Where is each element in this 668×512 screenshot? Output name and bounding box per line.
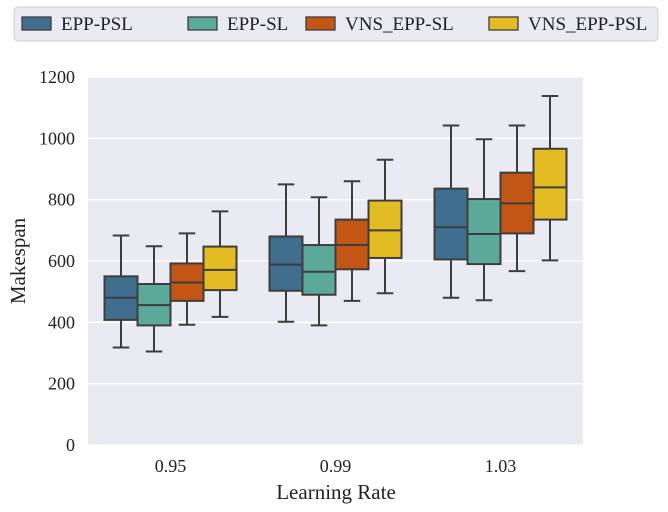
x-tick-label: 1.03 [485,456,517,476]
y-tick-labels: 0 200 400 600 800 1000 1200 [39,67,75,455]
boxes [103,95,568,353]
box-EPP-SL-0.95 [136,245,172,353]
box-VNS_EPP-SL-1.03 [499,124,535,273]
legend: EPP-PSL EPP-SL VNS_EPP-SL VNS_EPP-PSL [13,6,659,42]
y-tick-label: 400 [48,312,75,332]
box-EPP-PSL-0.99 [268,183,304,323]
box-iqr [268,235,304,292]
y-tick-label: 200 [48,374,75,394]
box-iqr [433,187,469,261]
legend-label: VNS_EPP-SL [345,14,454,35]
box-EPP-PSL-1.03 [433,124,469,299]
box-iqr [301,244,337,296]
box-iqr [367,199,403,259]
box-VNS_EPP-SL-0.95 [169,232,205,326]
y-axis-label: Makespan [6,217,30,304]
legend-label: VNS_EPP-PSL [528,14,647,35]
y-tick-label: 1200 [39,67,75,87]
x-tick-label: 0.99 [320,456,352,476]
legend-label: EPP-SL [227,14,288,35]
x-tick-labels: 0.95 0.99 1.03 [155,456,517,476]
x-axis-label: Learning Rate [276,480,396,504]
box-EPP-PSL-0.95 [103,234,139,349]
legend-swatch [187,16,218,31]
box-VNS_EPP-PSL-0.99 [367,158,403,295]
box-VNS_EPP-PSL-1.03 [532,95,568,262]
legend-swatch [305,16,336,31]
x-tick-label: 0.95 [155,456,187,476]
y-tick-label: 800 [48,190,75,210]
y-tick-label: 0 [66,435,75,455]
y-tick-label: 1000 [39,128,75,148]
legend-label: EPP-PSL [61,14,133,35]
legend-swatch [21,16,52,31]
box-VNS_EPP-SL-0.99 [334,180,370,302]
box-VNS_EPP-PSL-0.95 [202,210,238,318]
box-iqr [202,245,238,292]
box-EPP-SL-0.99 [301,196,337,327]
box-iqr [466,198,502,266]
legend-swatch [488,16,519,31]
legend-frame [13,6,659,42]
y-tick-label: 600 [48,251,75,271]
box-iqr [532,147,568,221]
